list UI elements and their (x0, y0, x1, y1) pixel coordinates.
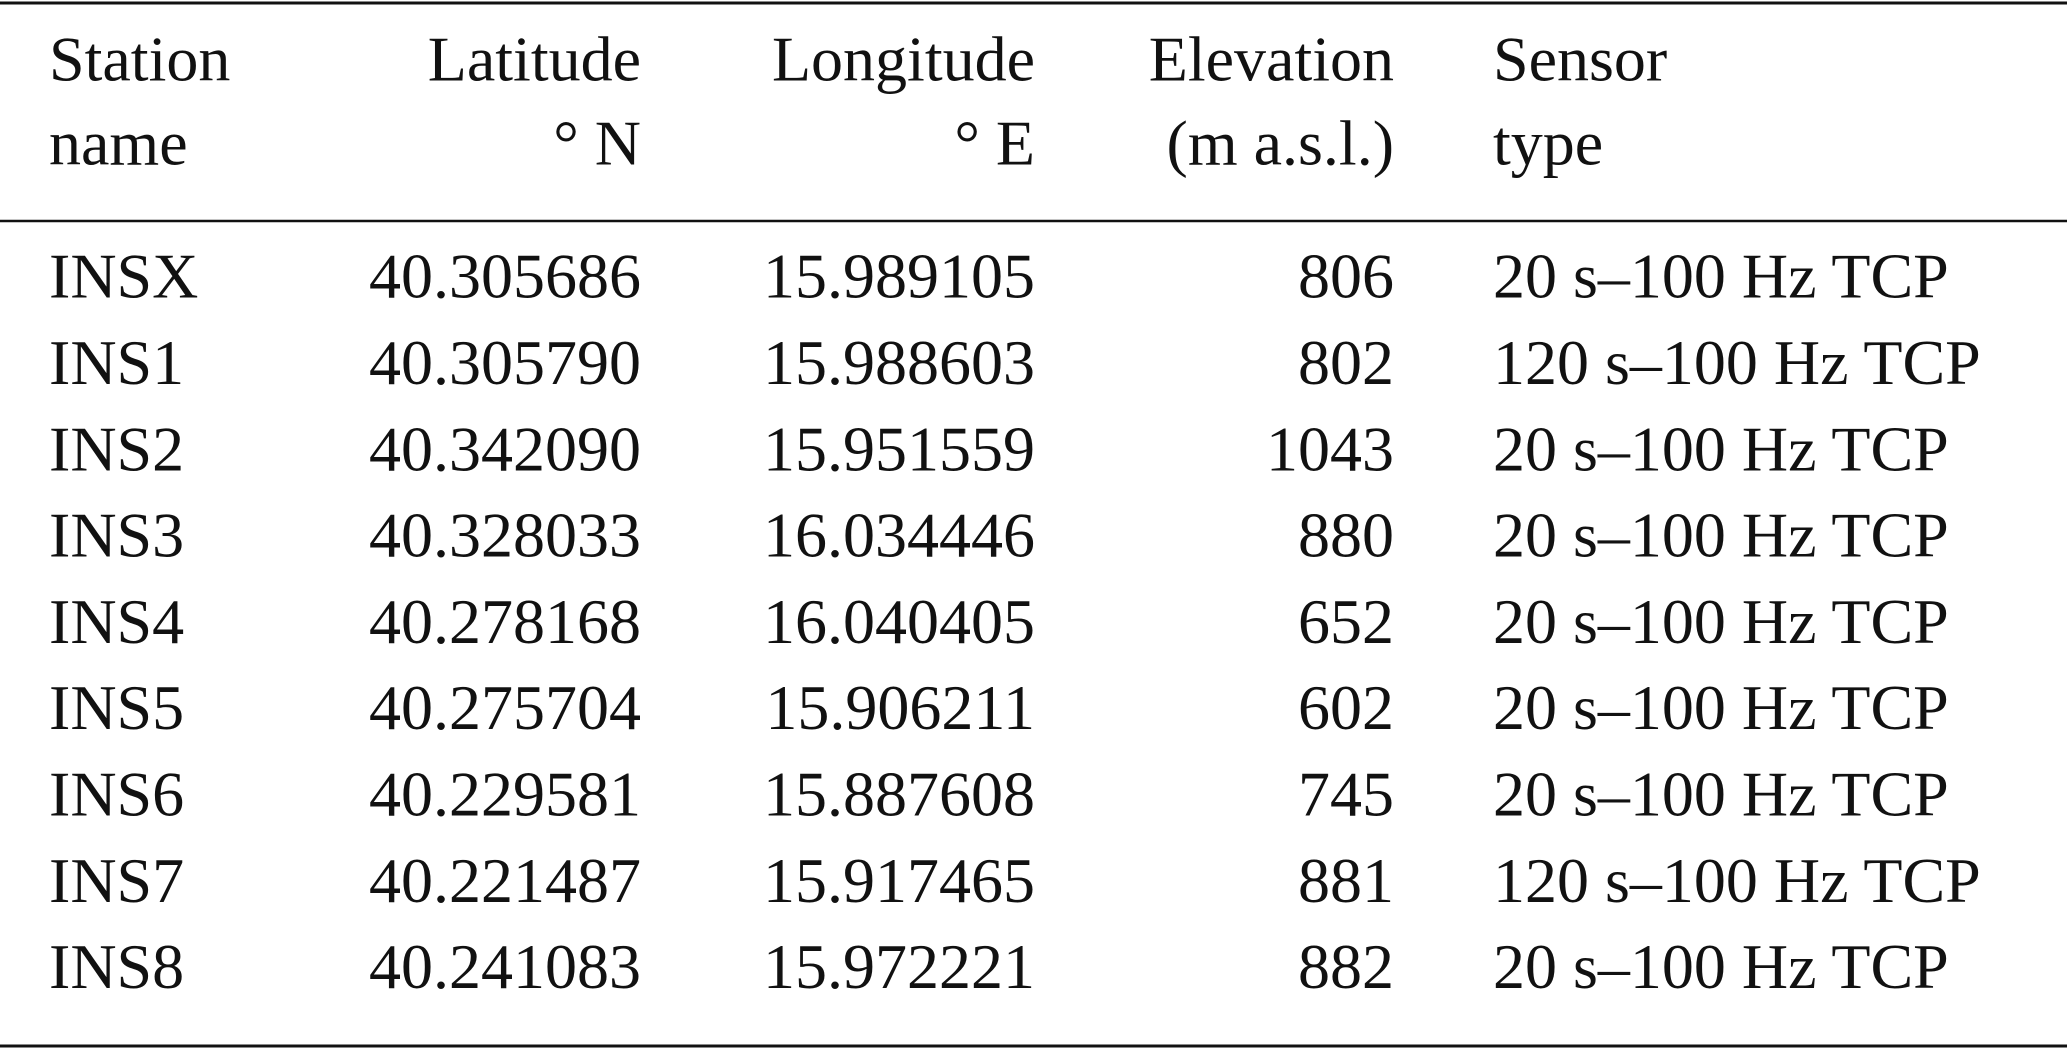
table-cell: 40.221487 (369, 845, 641, 916)
table-cell: 745 (1298, 758, 1394, 829)
table-cell: 806 (1298, 241, 1394, 312)
table-cell: 882 (1298, 931, 1394, 1002)
table-cell: INS7 (49, 845, 184, 916)
header-cell: Latitude (428, 24, 641, 95)
table-cell: 15.951559 (763, 413, 1035, 484)
table-cell: INS2 (49, 413, 184, 484)
header-cell: type (1493, 108, 1603, 179)
table-cell: 1043 (1266, 413, 1394, 484)
table-cell: 120 s–100 Hz TCP (1493, 327, 1981, 398)
table-cell: INSX (49, 241, 198, 312)
table-cell: 40.229581 (369, 758, 641, 829)
table-cell: 652 (1298, 586, 1394, 657)
table-cell: 120 s–100 Hz TCP (1493, 845, 1981, 916)
header-cell: ° N (553, 108, 641, 179)
table-cell: INS8 (49, 931, 184, 1002)
header-cell: name (49, 108, 188, 179)
header-cell: Elevation (1149, 24, 1394, 95)
table-cell: 16.034446 (763, 500, 1035, 571)
table-cell: INS6 (49, 758, 184, 829)
table-cell: 40.328033 (369, 500, 641, 571)
table-cell: 40.275704 (369, 672, 641, 743)
table-cell: 15.906211 (765, 672, 1035, 743)
table-cell: 20 s–100 Hz TCP (1493, 931, 1949, 1002)
table-cell: 881 (1298, 845, 1394, 916)
table-cell: 40.241083 (369, 931, 641, 1002)
table-cell: 20 s–100 Hz TCP (1493, 500, 1949, 571)
table-cell: 15.988603 (763, 327, 1035, 398)
table-cell: 880 (1298, 500, 1394, 571)
table-cell: 40.305686 (369, 241, 641, 312)
table-cell: 15.972221 (763, 931, 1035, 1002)
table-cell: 40.342090 (369, 413, 641, 484)
table-cell: 20 s–100 Hz TCP (1493, 413, 1949, 484)
table-cell: 20 s–100 Hz TCP (1493, 586, 1949, 657)
table-cell: 20 s–100 Hz TCP (1493, 672, 1949, 743)
table-cell: 15.917465 (763, 845, 1035, 916)
table-cell: 40.305790 (369, 327, 641, 398)
table-cell: 802 (1298, 327, 1394, 398)
table-cell: INS5 (49, 672, 184, 743)
table-cell: INS3 (49, 500, 184, 571)
table-cell: 15.989105 (763, 241, 1035, 312)
table-cell: 15.887608 (763, 758, 1035, 829)
header-cell: (m a.s.l.) (1167, 108, 1395, 179)
header-cell: Sensor (1493, 24, 1667, 95)
table-cell: INS1 (49, 327, 184, 398)
table-cell: 602 (1298, 672, 1394, 743)
table-cell: 20 s–100 Hz TCP (1493, 758, 1949, 829)
table-cell: 20 s–100 Hz TCP (1493, 241, 1949, 312)
table-cell: 40.278168 (369, 586, 641, 657)
header-cell: ° E (954, 108, 1035, 179)
table-cell: 16.040405 (763, 586, 1035, 657)
header-cell: Longitude (772, 24, 1035, 95)
table-cell: INS4 (49, 586, 184, 657)
header-cell: Station (49, 24, 230, 95)
